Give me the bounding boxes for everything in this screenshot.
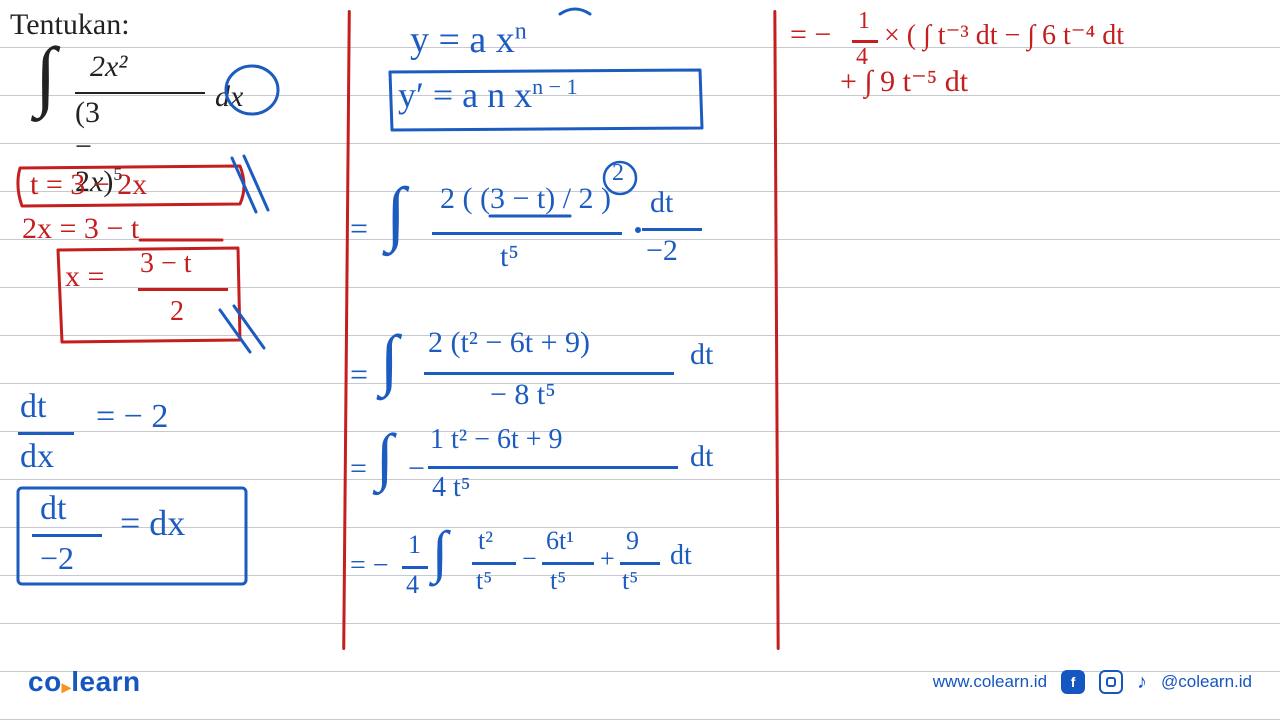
step3-sign: − xyxy=(408,452,425,486)
footer-url: www.colearn.id xyxy=(933,672,1047,692)
c3-line2: + ∫ 9 t⁻⁵ dt xyxy=(840,64,968,99)
step4-t2-bot: t⁵ xyxy=(550,566,566,596)
step1-dt-bot: −2 xyxy=(646,234,678,268)
step4-coef-bar xyxy=(402,566,428,569)
power-rule-yprime: y′ = a n xn − 1 xyxy=(398,74,578,116)
c3-coef-bar xyxy=(852,40,878,43)
step1-dt-bar xyxy=(642,228,702,231)
step2-top: 2 (t² − 6t + 9) xyxy=(428,326,590,360)
step4-t2-top: 6t¹ xyxy=(546,526,574,556)
step4-t3-bot: t⁵ xyxy=(622,566,638,596)
instagram-icon xyxy=(1099,670,1123,694)
column-2: y = a xn y′ = a n xn − 1 = ∫ 2 ( (3 − t)… xyxy=(350,0,770,640)
dt-over-neg2-bot: −2 xyxy=(40,540,74,577)
step4-coef-bot: 4 xyxy=(406,570,419,600)
step4-minus1: − xyxy=(522,544,537,574)
dtdx-bar xyxy=(18,432,74,435)
step2-eq: = xyxy=(350,356,368,393)
step3-dt: dt xyxy=(690,440,713,474)
step1-dt-top: dt xyxy=(650,186,673,220)
step1-int: ∫ xyxy=(386,172,406,255)
dtdx-top: dt xyxy=(20,388,46,426)
c3-line1-b: × ( ∫ t⁻³ dt − ∫ 6 t⁻⁴ dt xyxy=(884,18,1124,52)
brand-logo: co▸learn xyxy=(28,666,141,698)
step3-bot: 4 t⁵ xyxy=(432,472,471,504)
step4-t1-bar xyxy=(472,562,516,565)
step2-bar xyxy=(424,372,674,375)
logo-co: co xyxy=(28,666,62,697)
step4-t1-top: t² xyxy=(478,526,493,556)
logo-learn: learn xyxy=(71,666,140,697)
substitution-x-frac-bot: 2 xyxy=(170,296,184,328)
step2-bot: − 8 t⁵ xyxy=(490,378,556,412)
step1-top: 2 ( (3 − t) / 2 ) xyxy=(440,182,611,216)
step4-t1-bot: t⁵ xyxy=(476,566,492,596)
step4-coef-top: 1 xyxy=(408,530,421,560)
column-1: t = 3 − 2x 2x = 3 − t x = 3 − t 2 dt dx … xyxy=(10,0,340,640)
eq-dx: = dx xyxy=(120,502,185,544)
facebook-icon: f xyxy=(1061,670,1085,694)
step4-dt: dt xyxy=(670,540,692,572)
step4-int: ∫ xyxy=(432,518,448,585)
substitution-x-frac-top: 3 − t xyxy=(140,248,192,280)
step4-plus: + xyxy=(600,544,615,574)
step2-int: ∫ xyxy=(380,320,399,399)
footer: co▸learn www.colearn.id f ♪ @colearn.id xyxy=(0,662,1280,702)
logo-dot-icon: ▸ xyxy=(62,677,72,697)
step4-t3-bar xyxy=(620,562,660,565)
step3-top: 1 t² − 6t + 9 xyxy=(430,424,563,456)
substitution-x-lhs: x = xyxy=(65,260,104,294)
step1-bar xyxy=(432,232,622,235)
substitution-2x: 2x = 3 − t xyxy=(22,212,139,246)
column-3: = − 1 4 × ( ∫ t⁻³ dt − ∫ 6 t⁻⁴ dt + ∫ 9 … xyxy=(780,0,1270,640)
step4-t3-top: 9 xyxy=(626,526,639,556)
c3-coef-top: 1 xyxy=(858,8,870,35)
step3-eq: = xyxy=(350,452,367,486)
footer-right: www.colearn.id f ♪ @colearn.id xyxy=(933,670,1252,694)
dt-over-neg2-bar xyxy=(32,534,102,537)
step4-t2-bar xyxy=(542,562,594,565)
frac-bar-red-1 xyxy=(138,288,228,291)
footer-handle: @colearn.id xyxy=(1161,672,1252,692)
dtdx-rhs: = − 2 xyxy=(96,398,168,436)
dtdx-bot: dx xyxy=(20,438,54,476)
step4-eq: = − xyxy=(350,550,389,582)
c3-line1-a: = − xyxy=(790,18,831,52)
step3-bar xyxy=(428,466,678,469)
tiktok-icon: ♪ xyxy=(1137,671,1147,694)
substitution-t: t = 3 − 2x xyxy=(30,168,147,202)
step1-exp-circled: 2 xyxy=(612,160,624,187)
dt-over-neg2-top: dt xyxy=(40,490,66,528)
step1-bot: t⁵ xyxy=(500,240,519,274)
power-rule-y: y = a xn xyxy=(410,18,527,62)
step1-eq: = xyxy=(350,210,368,247)
step2-dt: dt xyxy=(690,338,713,372)
step3-int: ∫ xyxy=(376,420,394,494)
